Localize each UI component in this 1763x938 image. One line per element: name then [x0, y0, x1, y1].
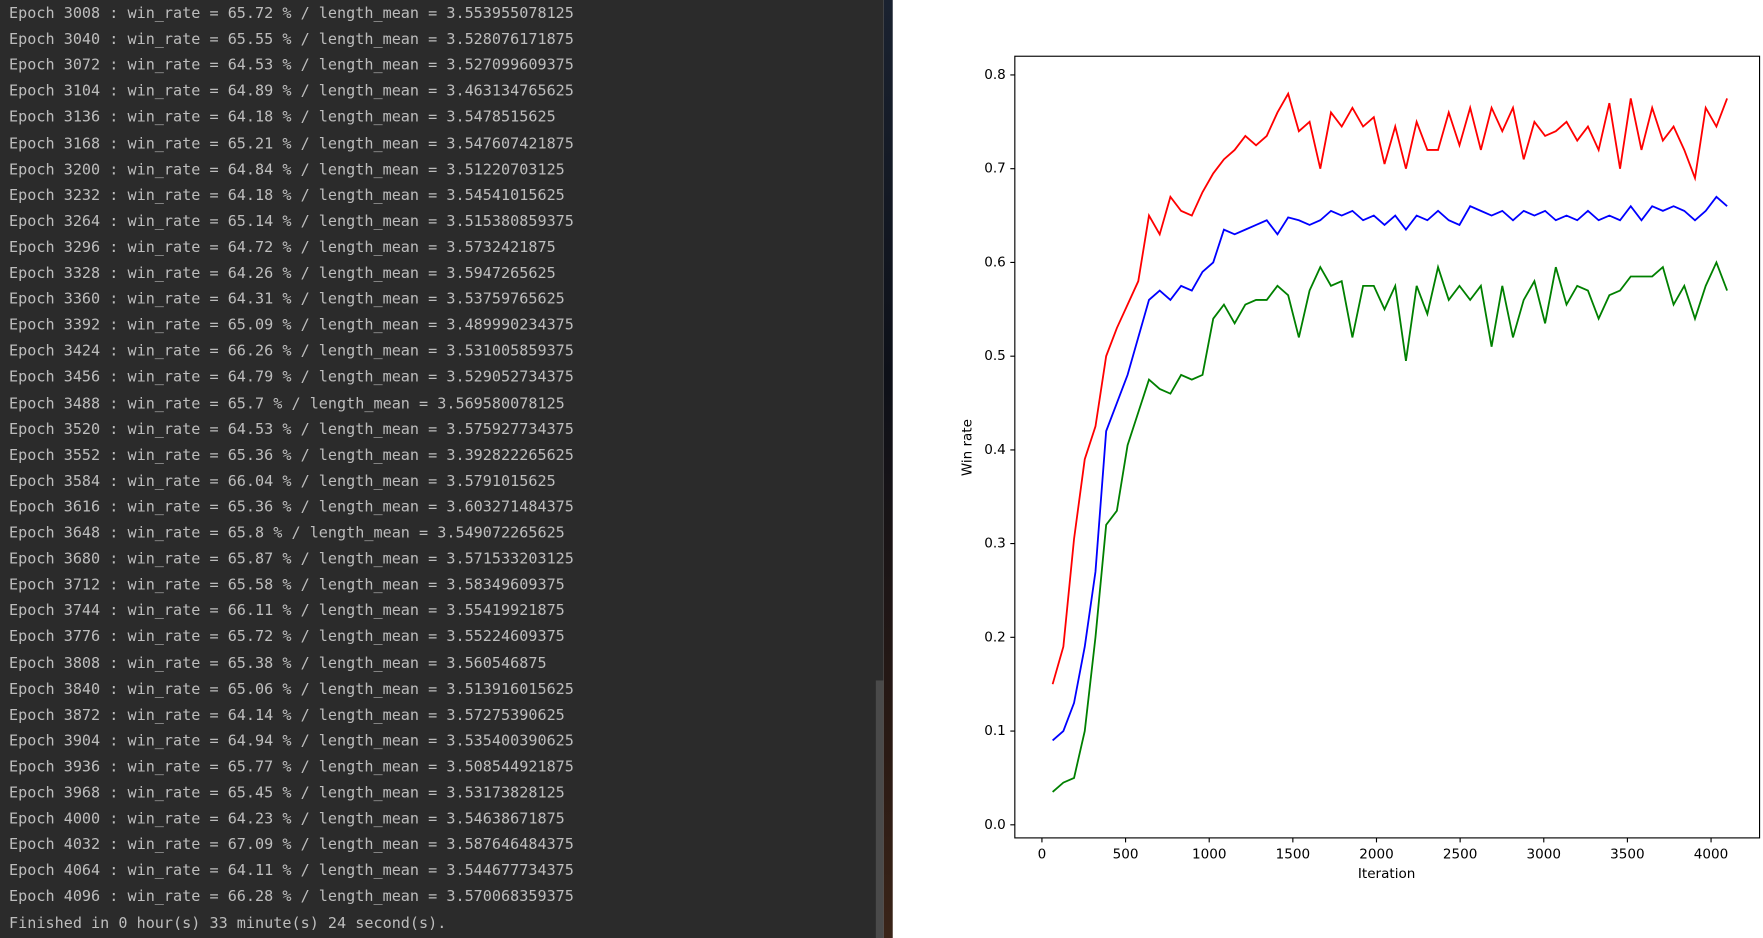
terminal-line: Epoch 3616 : win_rate = 65.36 % / length… — [9, 499, 574, 517]
terminal: Epoch 3008 : win_rate = 65.72 % / length… — [0, 0, 884, 938]
terminal-line: Epoch 3552 : win_rate = 65.36 % / length… — [9, 447, 574, 465]
plot-frame — [1014, 55, 1761, 839]
desktop-strip — [883, 0, 893, 938]
y-axis-label: Win rate — [959, 419, 975, 476]
terminal-line: Epoch 3328 : win_rate = 64.26 % / length… — [9, 265, 556, 283]
y-tick-label: 0.3 — [984, 536, 1006, 552]
terminal-line: Epoch 3136 : win_rate = 64.18 % / length… — [9, 109, 556, 127]
x-tick-label: 1000 — [1192, 847, 1226, 863]
terminal-line: Epoch 3200 : win_rate = 64.84 % / length… — [9, 161, 565, 179]
terminal-line: Epoch 3040 : win_rate = 65.55 % / length… — [9, 31, 574, 49]
y-tick-label: 0.6 — [984, 254, 1006, 270]
series-line — [1052, 260, 1728, 793]
series-line — [1052, 195, 1728, 742]
terminal-line: Epoch 3968 : win_rate = 65.45 % / length… — [9, 785, 565, 802]
terminal-line: Epoch 3936 : win_rate = 65.77 % / length… — [9, 759, 574, 776]
terminal-line: Epoch 3168 : win_rate = 65.21 % / length… — [9, 135, 574, 153]
scrollbar[interactable] — [875, 680, 884, 938]
terminal-line: Epoch 4000 : win_rate = 64.23 % / length… — [9, 811, 565, 828]
figure-bg — [892, 0, 1763, 938]
terminal-line: Epoch 3264 : win_rate = 65.14 % / length… — [9, 213, 574, 231]
terminal-line: Epoch 3424 : win_rate = 66.26 % / length… — [9, 343, 574, 361]
y-tick-label: 0.0 — [984, 817, 1006, 833]
x-tick-label: 2500 — [1443, 847, 1477, 863]
x-tick-label: 2000 — [1359, 847, 1393, 863]
y-tick-label: 0.2 — [984, 629, 1006, 645]
terminal-line: Epoch 3840 : win_rate = 65.06 % / length… — [9, 681, 574, 698]
terminal-line: Epoch 3488 : win_rate = 65.7 % / length_… — [9, 395, 565, 413]
chart: Win rate Iteration 0 500 1000 1500 2000 2500 3… — [892, 0, 1763, 938]
y-tick-label: 0.1 — [984, 723, 1006, 739]
terminal-line: Epoch 3680 : win_rate = 65.87 % / length… — [9, 551, 574, 569]
terminal-line: Epoch 3648 : win_rate = 65.8 % / length_… — [9, 525, 565, 543]
terminal-line: Epoch 4064 : win_rate = 64.11 % / length… — [9, 862, 574, 880]
x-tick-label: 0 — [1038, 847, 1047, 863]
terminal-line: Epoch 3008 : win_rate = 65.72 % / length… — [9, 5, 574, 23]
terminal-line: Epoch 3520 : win_rate = 64.53 % / length… — [9, 421, 574, 439]
terminal-line: Epoch 3904 : win_rate = 64.94 % / length… — [9, 733, 574, 750]
y-tick-label: 0.8 — [984, 67, 1006, 83]
terminal-line: Epoch 3712 : win_rate = 65.58 % / length… — [9, 577, 565, 595]
x-axis-label: Iteration — [1358, 866, 1415, 882]
terminal-line: Epoch 3296 : win_rate = 64.72 % / length… — [9, 239, 556, 257]
terminal-line: Epoch 3104 : win_rate = 64.89 % / length… — [9, 83, 574, 101]
y-tick-label: 0.4 — [984, 442, 1006, 458]
y-tick-label: 0.7 — [984, 161, 1006, 177]
terminal-line: Epoch 4096 : win_rate = 66.28 % / length… — [9, 888, 574, 906]
x-tick-label: 3500 — [1610, 847, 1644, 863]
terminal-line: Epoch 3360 : win_rate = 64.31 % / length… — [9, 291, 565, 309]
terminal-line: Epoch 3584 : win_rate = 66.04 % / length… — [9, 473, 556, 491]
terminal-line: Epoch 3392 : win_rate = 65.09 % / length… — [9, 317, 574, 335]
terminal-line: Epoch 3808 : win_rate = 65.38 % / length… — [9, 655, 547, 673]
series-line — [1051, 91, 1728, 685]
terminal-line: Epoch 3776 : win_rate = 65.72 % / length… — [9, 629, 565, 647]
x-tick-label: 1500 — [1276, 847, 1310, 863]
terminal-line: Epoch 3872 : win_rate = 64.14 % / length… — [9, 707, 565, 724]
y-tick-label: 0.5 — [984, 348, 1006, 364]
x-tick-label: 500 — [1113, 847, 1139, 863]
terminal-line: Finished in 0 hour(s) 33 minute(s) 24 se… — [9, 914, 447, 932]
terminal-line: Epoch 3744 : win_rate = 66.11 % / length… — [9, 603, 565, 621]
terminal-line: Epoch 3232 : win_rate = 64.18 % / length… — [9, 187, 565, 205]
terminal-line: Epoch 3072 : win_rate = 64.53 % / length… — [9, 57, 574, 75]
x-tick-label: 3000 — [1527, 847, 1561, 863]
terminal-line: Epoch 3456 : win_rate = 64.79 % / length… — [9, 369, 574, 387]
terminal-line: Epoch 4032 : win_rate = 67.09 % / length… — [9, 836, 574, 854]
x-tick-label: 4000 — [1694, 847, 1728, 863]
